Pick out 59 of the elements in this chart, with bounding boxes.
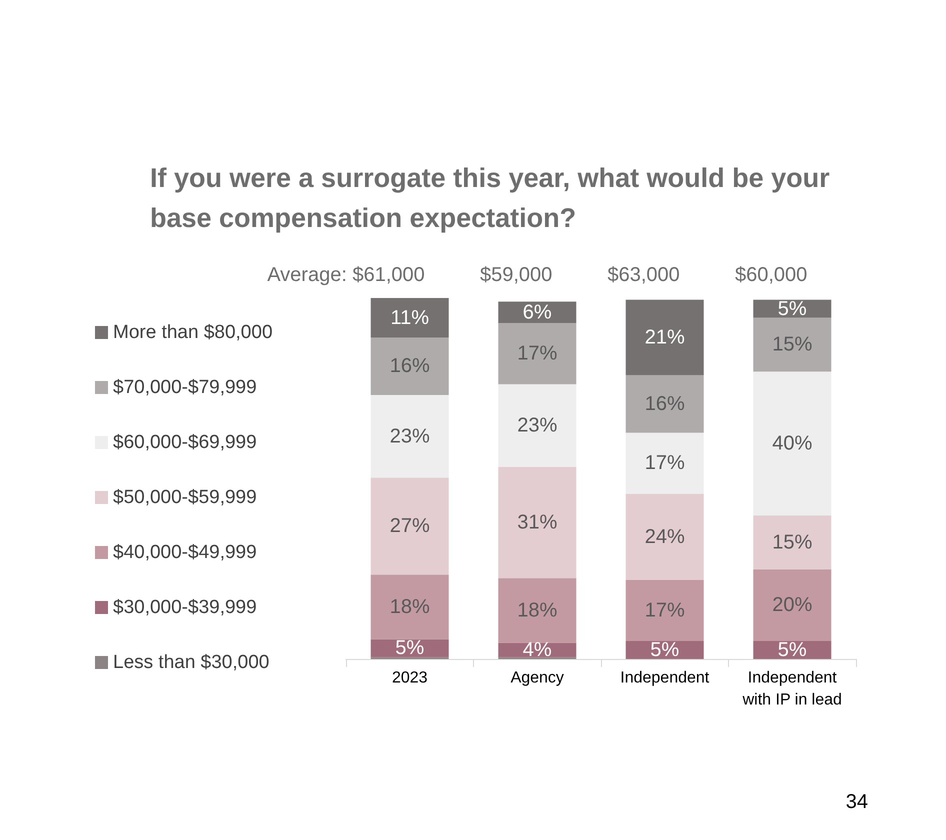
data-label: 5% (778, 298, 807, 320)
bar (626, 432, 704, 494)
data-label: 16% (390, 355, 430, 378)
data-label: 5% (778, 639, 807, 662)
bar (498, 384, 576, 467)
bar (498, 323, 576, 384)
data-label: 5% (395, 637, 424, 660)
bar (626, 375, 704, 433)
data-label: 18% (517, 600, 558, 622)
bar (626, 580, 704, 642)
data-label: 20% (772, 594, 812, 616)
bar (753, 515, 832, 570)
legend-label: Less than $30,000 (113, 652, 270, 673)
legend-label: More than $80,000 (113, 322, 273, 343)
legend-label: $30,000-$39,999 (113, 597, 257, 618)
bar (370, 298, 449, 338)
data-label: 18% (390, 596, 430, 618)
text: $63,000 (607, 264, 680, 286)
legend-label: $70,000-$79,999 (113, 377, 257, 398)
data-label: 27% (390, 515, 430, 538)
legend-label: $50,000-$59,999 (113, 487, 257, 508)
data-label: 31% (517, 512, 558, 534)
data-label: 6% (522, 301, 552, 324)
bar (753, 318, 832, 372)
bar (498, 466, 576, 578)
data-label: 40% (772, 432, 812, 454)
x-tick-label: 2023 (392, 670, 428, 686)
data-label: 21% (644, 326, 685, 349)
bar (626, 494, 704, 580)
data-label: 11% (390, 306, 430, 329)
text: $60,000 (734, 264, 808, 286)
text: $59,000 (480, 264, 552, 286)
data-label: 16% (644, 392, 685, 415)
data-label: 23% (390, 425, 430, 448)
data-label: 4% (522, 639, 552, 662)
bar (498, 578, 576, 643)
x-tick-label: Independent (620, 670, 710, 686)
data-label: 15% (772, 334, 812, 356)
legend-label: $60,000-$69,999 (113, 432, 257, 453)
legend-label: $40,000-$49,999 (113, 542, 257, 563)
data-label: 24% (644, 526, 685, 548)
bar (370, 394, 449, 478)
data-label: 5% (650, 639, 680, 662)
x-tick-label: Independent with IP in lead (742, 670, 842, 708)
data-label: 17% (644, 452, 685, 474)
bar (626, 300, 704, 376)
text: 34 (846, 791, 868, 813)
x-tick-label: Agency (510, 670, 564, 686)
data-label: 17% (517, 342, 558, 365)
bar (753, 372, 832, 516)
bar (370, 574, 449, 640)
bar (370, 478, 449, 575)
text: Average: $61,000 (267, 264, 425, 286)
bar (370, 338, 449, 395)
chart-title: If you were a surrogate this year, what would be your base compensation expectation? (150, 163, 838, 233)
data-label: 17% (644, 600, 685, 622)
data-label: 23% (517, 414, 558, 437)
bar (753, 569, 832, 642)
data-label: 15% (772, 531, 812, 554)
